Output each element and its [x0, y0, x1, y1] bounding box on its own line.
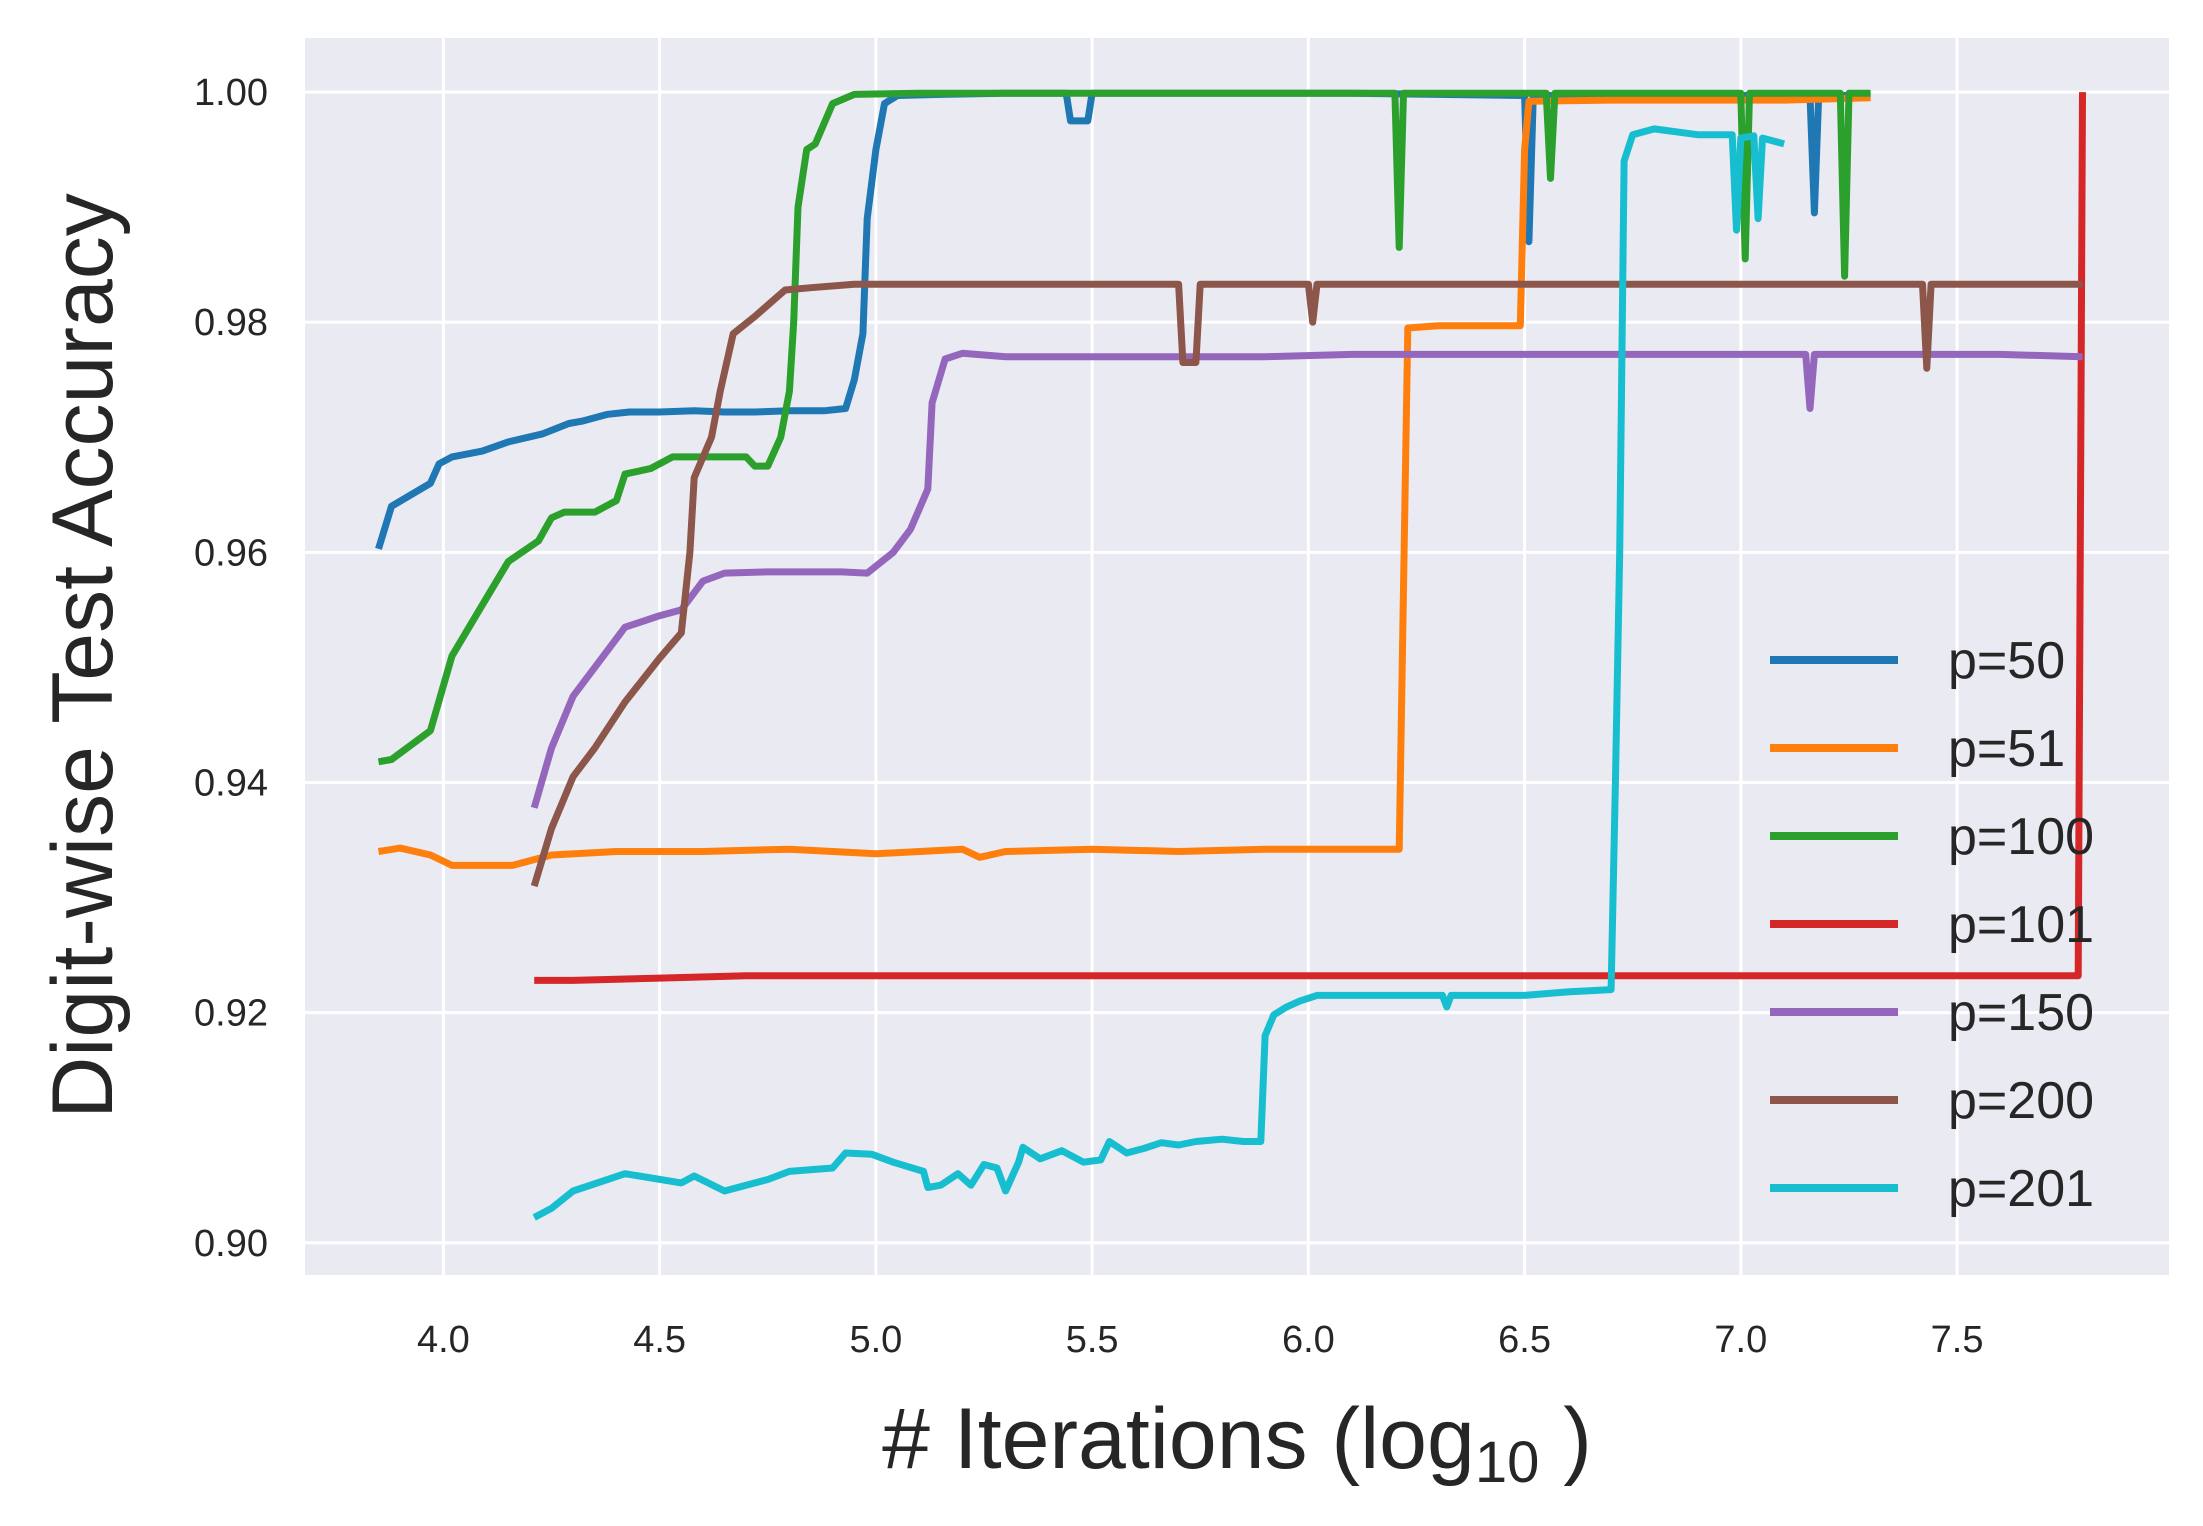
series-line-p-51 — [377, 94, 1871, 869]
y-tick-label: 0.96 — [194, 532, 268, 574]
legend-label-p-201: p=201 — [1948, 1160, 2094, 1218]
x-tick-label: 5.5 — [1066, 1319, 1119, 1361]
x-axis-title: # Iterations (log10 ) — [882, 1391, 1592, 1495]
x-tick-label: 6.0 — [1282, 1319, 1335, 1361]
y-tick-label: 1.00 — [194, 72, 268, 114]
x-tick-label: 7.0 — [1714, 1319, 1767, 1361]
x-tick-label: 4.0 — [417, 1319, 470, 1361]
y-tick-label: 0.98 — [194, 302, 268, 344]
x-tick-label: 6.5 — [1498, 1319, 1551, 1361]
x-tick-label: 5.0 — [849, 1319, 902, 1361]
y-tick-label: 0.94 — [194, 763, 268, 805]
series-line-p-200 — [530, 280, 2083, 888]
legend-label-p-100: p=100 — [1948, 808, 2094, 866]
legend-label-p-101: p=101 — [1948, 896, 2094, 954]
series-line-p-101 — [534, 92, 2086, 984]
legend: p=50 p=51 p=100 p=101 p=150 p=200 p=201 — [1770, 632, 2094, 1218]
series-line-p-150 — [530, 349, 2083, 809]
tick-labels: 4.0 4.5 5.0 5.5 6.0 6.5 7.0 7.5 0.90 0.92 0.94 0.96… — [194, 72, 1983, 1361]
x-tick-label: 4.5 — [633, 1319, 686, 1361]
legend-label-p-51: p=51 — [1948, 720, 2065, 778]
y-axis-title: Digit-wise Test Accuracy — [35, 193, 131, 1119]
y-tick-label: 0.92 — [194, 993, 268, 1035]
x-axis-title-main: # Iterations (log — [882, 1391, 1475, 1487]
legend-label-p-50: p=50 — [1948, 632, 2065, 690]
x-tick-label: 7.5 — [1931, 1319, 1984, 1361]
series-line-p-201 — [532, 125, 1786, 1221]
series-line-p-100 — [377, 89, 1871, 766]
x-axis-title-subscript: 10 — [1475, 1430, 1540, 1495]
legend-label-p-150: p=150 — [1948, 984, 2094, 1042]
series-line-p-50 — [375, 89, 1871, 550]
y-tick-label: 0.90 — [194, 1223, 268, 1265]
data-series — [375, 89, 2086, 1221]
legend-label-p-200: p=200 — [1948, 1072, 2094, 1130]
x-axis-title-close: ) — [1539, 1391, 1592, 1487]
